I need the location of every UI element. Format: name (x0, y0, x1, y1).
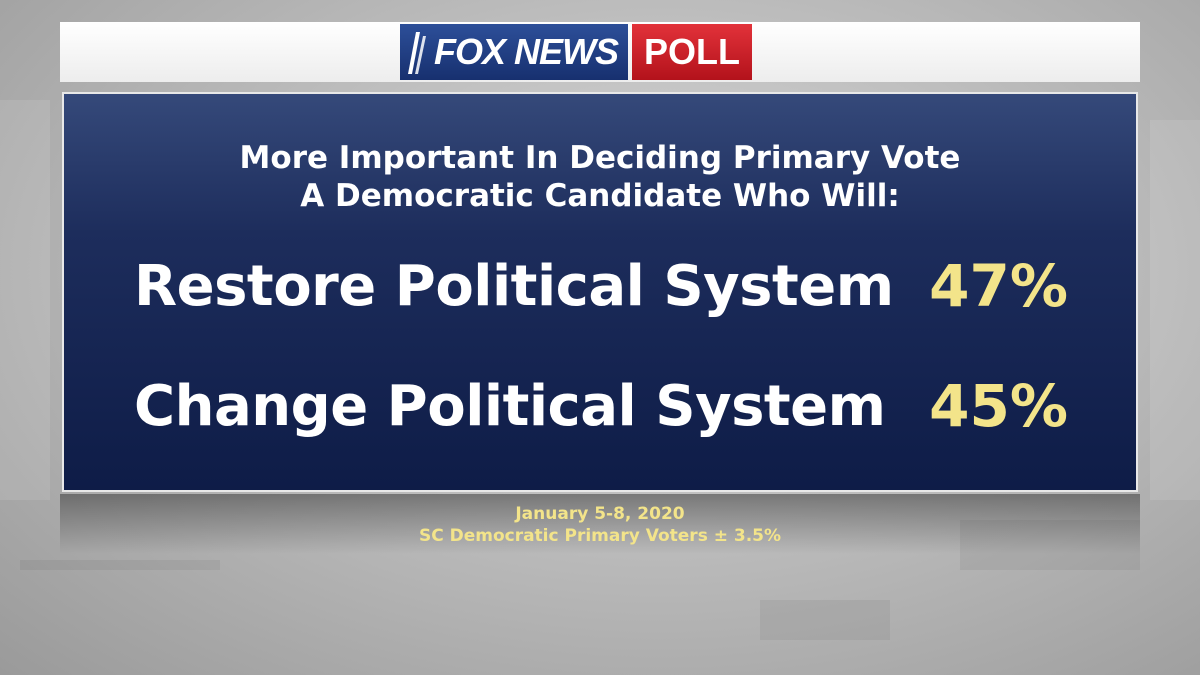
background-decoration (0, 100, 50, 500)
background-decoration (1150, 120, 1200, 500)
logo-brand-text: FOX NEWS (434, 31, 619, 72)
question-line-2: A Democratic Candidate Who Will: (300, 178, 900, 214)
fox-streak-icon (408, 32, 426, 74)
result-value-restore: 47% (929, 252, 1068, 320)
result-label-change: Change Political System (134, 374, 886, 439)
footer-bar (60, 494, 1140, 554)
result-label-restore: Restore Political System (134, 254, 894, 319)
poll-panel: More Important In Deciding Primary Vote … (62, 92, 1138, 492)
logo-brand: FOX NEWS (400, 24, 629, 80)
footer-dates: January 5-8, 2020 (515, 504, 685, 524)
background-decoration (20, 560, 220, 570)
result-value-change: 45% (929, 372, 1068, 440)
logo-suffix: POLL (632, 24, 753, 80)
fox-news-poll-logo: FOX NEWS POLL (400, 24, 753, 80)
question-line-1: More Important In Deciding Primary Vote (239, 140, 961, 176)
background-decoration (760, 600, 890, 640)
footer-sample: SC Democratic Primary Voters ± 3.5% (418, 526, 782, 546)
